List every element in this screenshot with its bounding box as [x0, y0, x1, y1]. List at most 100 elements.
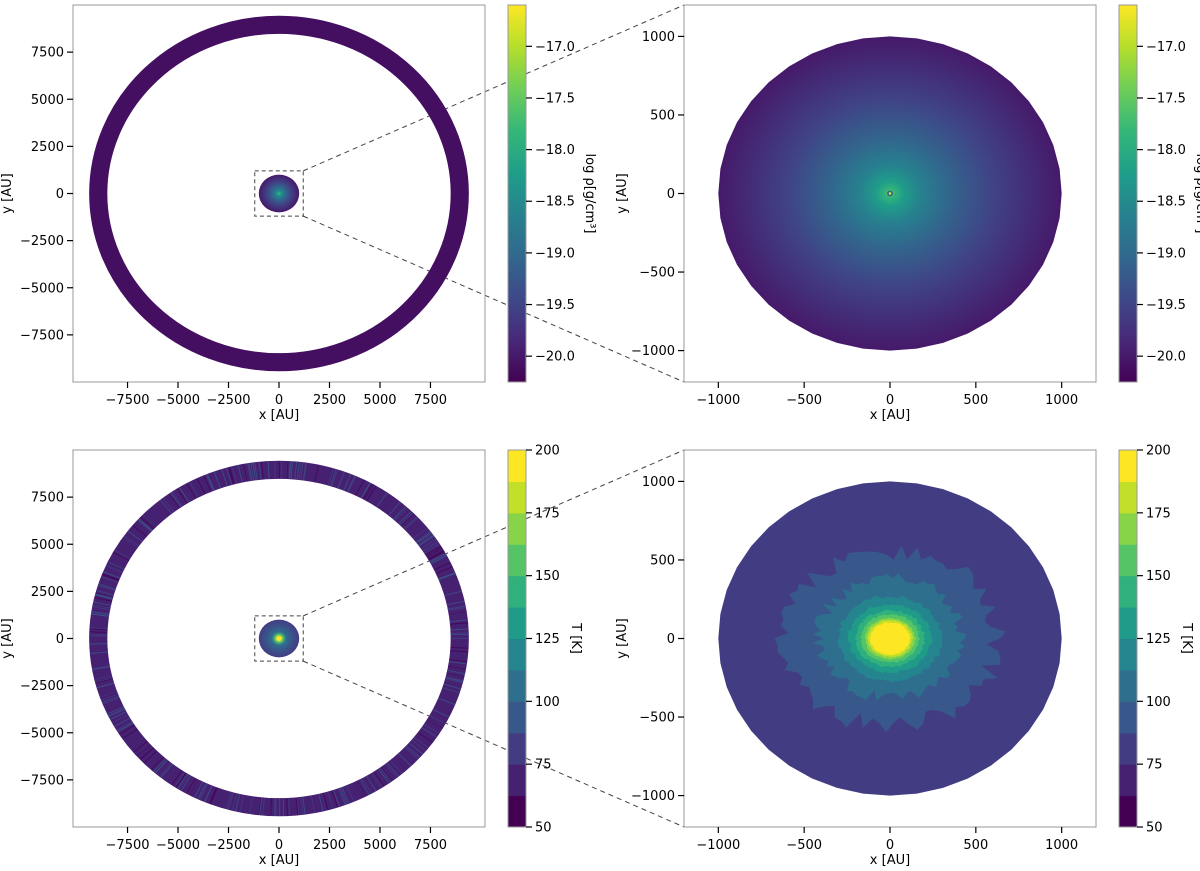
center-peak — [888, 192, 892, 195]
x-tick-label: 2500 — [313, 838, 346, 853]
panel-bottom-left: −7500 −5000 −2500 0 2500 5000 7500 −7500 −5000 −2… — [0, 444, 583, 869]
colorbar-band — [508, 512, 526, 545]
colorbar-band — [508, 701, 526, 734]
colorbar-tick-label: 100 — [1146, 695, 1171, 710]
y-tick-label: 500 — [650, 553, 675, 568]
x-axis-label: x [AU] — [870, 408, 910, 423]
y-tick-label: 1000 — [642, 30, 675, 45]
colorbar-label: T [K] — [568, 622, 583, 654]
panel-top-right: −1000 −500 0 500 1000 −1000 −500 0 500 1000 x [AU]… — [615, 4, 1200, 423]
colorbar-band — [508, 481, 526, 514]
y-tick-label: −7500 — [20, 328, 64, 343]
colorbar-tick-label: −19.5 — [1146, 298, 1186, 313]
colorbar-band — [508, 764, 526, 797]
colorbar-band — [1119, 795, 1137, 828]
y-axis-label: y [AU] — [0, 618, 15, 658]
colorbar-band — [508, 575, 526, 608]
y-axis-label: y [AU] — [615, 173, 630, 213]
colorbar-gradient — [1119, 5, 1137, 382]
colorbar-gradient — [508, 5, 526, 382]
colorbar-band — [508, 669, 526, 702]
colorbar-label: log ρ[g/cm³] — [582, 154, 597, 234]
colorbar-tick-label: 50 — [535, 821, 552, 836]
core-region — [258, 174, 300, 213]
zoom-box — [254, 170, 304, 217]
colorbar-tick-label: −17.5 — [1146, 91, 1186, 106]
colorbar-tick-label: −17.0 — [535, 40, 575, 55]
y-tick-label: −5000 — [20, 281, 64, 296]
colorbar-band — [1119, 481, 1137, 514]
y-tick-label: −1000 — [631, 789, 675, 804]
y-tick-label: 500 — [650, 108, 675, 123]
y-tick-label: 0 — [56, 632, 64, 647]
colorbar: 50 75 100 125 150 175 200 T [K] — [507, 444, 583, 836]
colorbar-band — [508, 450, 526, 482]
x-tick-label: 1000 — [1045, 393, 1078, 408]
x-tick-label: −7500 — [106, 393, 150, 408]
y-axis-label: y [AU] — [0, 173, 15, 213]
colorbar-band — [1119, 450, 1137, 482]
x-tick-label: 2500 — [313, 393, 346, 408]
x-tick-label: −7500 — [106, 838, 150, 853]
y-tick-label: 0 — [667, 632, 675, 647]
x-tick-label: −500 — [786, 393, 822, 408]
y-tick-label: 2500 — [31, 585, 64, 600]
x-axis-label: x [AU] — [259, 408, 299, 423]
colorbar-tick-label: 150 — [535, 569, 560, 584]
shell-texture — [89, 461, 469, 816]
y-tick-label: 1000 — [642, 475, 675, 490]
colorbar-band — [1119, 575, 1137, 608]
colorbar-tick-label: −18.0 — [535, 143, 575, 158]
y-tick-label: 7500 — [31, 491, 64, 506]
colorbar-tick-label: −19.0 — [1146, 246, 1186, 261]
x-tick-label: 1000 — [1045, 838, 1078, 853]
y-tick-label: −1000 — [631, 344, 675, 359]
colorbar-label: T [K] — [1179, 622, 1194, 654]
colorbar-tick-label: 175 — [1146, 506, 1171, 521]
zoom-connector-top — [303, 4, 685, 172]
plot-area — [718, 481, 1062, 796]
y-tick-label: 0 — [667, 187, 675, 202]
colorbar-tick-label: 200 — [535, 444, 560, 459]
colorbar-tick-label: 75 — [535, 758, 552, 773]
colorbar-frame — [507, 4, 527, 383]
colorbar-band — [508, 638, 526, 671]
colorbar-frame — [1118, 4, 1138, 383]
y-tick-label: −2500 — [20, 234, 64, 249]
x-tick-label: 0 — [275, 393, 283, 408]
colorbar-band — [1119, 764, 1137, 797]
zoom-connector-bottom — [303, 660, 685, 828]
colorbar-tick-label: −17.0 — [1146, 40, 1186, 55]
x-tick-label: 5000 — [363, 393, 396, 408]
shell-ring — [89, 15, 469, 372]
colorbar-band — [1119, 512, 1137, 545]
core-region — [258, 619, 300, 658]
zoom-box — [254, 615, 304, 662]
colorbar-tick-label: 175 — [535, 506, 560, 521]
x-tick-label: 0 — [886, 838, 894, 853]
colorbar-band — [1119, 607, 1137, 639]
colorbar: −20.0 −19.5 −19.0 −18.5 −18.0 −17.5 −17.0 log ρ… — [1118, 4, 1200, 383]
colorbar-label: log ρ[g/cm³] — [1193, 154, 1200, 234]
x-tick-label: −5000 — [156, 838, 200, 853]
colorbar-tick-label: −19.5 — [535, 298, 575, 313]
y-tick-label: −7500 — [20, 773, 64, 788]
x-tick-label: 0 — [275, 838, 283, 853]
y-tick-label: 7500 — [31, 46, 64, 61]
x-tick-label: 500 — [963, 838, 988, 853]
y-tick-label: −500 — [639, 711, 675, 726]
y-axis-label: y [AU] — [615, 618, 630, 658]
x-tick-label: −1000 — [696, 838, 740, 853]
y-tick-label: −500 — [639, 266, 675, 281]
zoom-connectors — [303, 4, 685, 828]
x-axis-label: x [AU] — [259, 853, 299, 868]
colorbar-band — [508, 795, 526, 828]
plot-area — [89, 460, 469, 817]
zoom-connector-top — [303, 449, 685, 617]
y-tick-label: 5000 — [31, 538, 64, 553]
x-tick-label: 5000 — [363, 838, 396, 853]
zoom-connector-bottom — [303, 215, 685, 383]
colorbar-band — [1119, 732, 1137, 765]
colorbar-tick-label: −18.0 — [1146, 143, 1186, 158]
